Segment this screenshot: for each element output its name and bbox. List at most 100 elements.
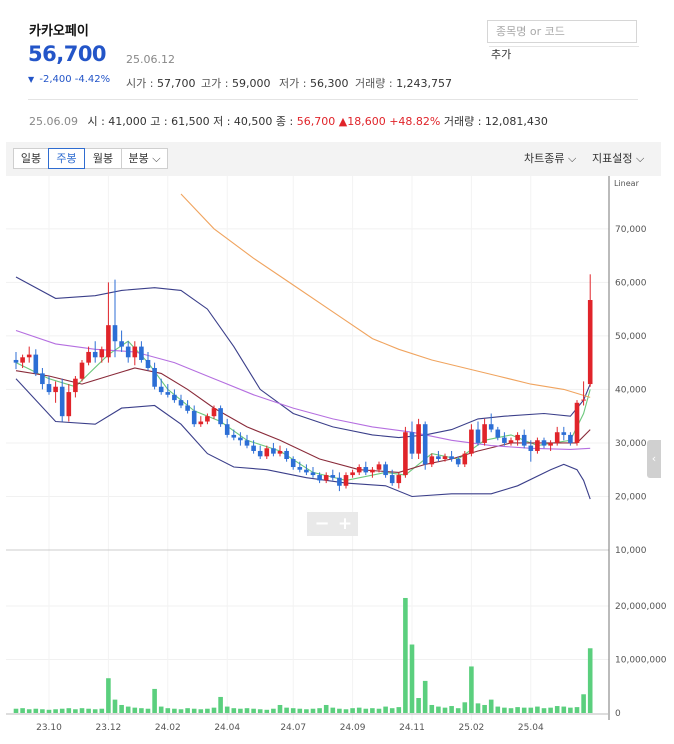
volume-bar bbox=[442, 707, 448, 713]
volume-bar bbox=[469, 666, 474, 713]
candle bbox=[165, 384, 171, 398]
candle bbox=[502, 432, 507, 446]
candle bbox=[26, 346, 32, 363]
chevron-left-icon: ‹ bbox=[651, 452, 657, 465]
high-value: 59,000 bbox=[231, 77, 271, 90]
candle bbox=[363, 461, 369, 476]
candle bbox=[251, 440, 256, 454]
volume-bar bbox=[106, 678, 111, 713]
side-panel-toggle[interactable]: ‹ bbox=[647, 440, 661, 478]
volume-bars bbox=[13, 597, 593, 713]
volume-bar bbox=[284, 707, 289, 713]
volume-bar bbox=[264, 709, 270, 713]
candle bbox=[125, 341, 131, 363]
x-tick-label: 24.04 bbox=[214, 723, 240, 733]
volume-label: 거래량 : bbox=[355, 77, 397, 90]
x-tick-label: 24.11 bbox=[399, 723, 425, 733]
volume-bar bbox=[277, 704, 283, 713]
candle bbox=[59, 378, 65, 422]
price-tick-label: 10,000 bbox=[615, 546, 647, 556]
candle bbox=[264, 445, 270, 459]
candle bbox=[581, 381, 586, 406]
volume-bar bbox=[422, 680, 428, 713]
candle bbox=[271, 442, 276, 457]
candle bbox=[20, 354, 25, 368]
volume-bar bbox=[574, 707, 580, 713]
stock-name: 카카오페이 bbox=[29, 24, 89, 39]
x-tick-label: 25.04 bbox=[518, 723, 544, 733]
volume-bar bbox=[403, 597, 408, 713]
price-tick-label: 30,000 bbox=[615, 439, 647, 449]
low-value: 56,300 bbox=[309, 77, 349, 90]
volume-bar bbox=[429, 704, 435, 713]
weekly-change: ▲18,600 +48.82% bbox=[338, 115, 441, 128]
price-tick-label: 20,000 bbox=[615, 492, 647, 502]
candle bbox=[158, 378, 164, 395]
candle bbox=[350, 469, 355, 478]
candle bbox=[290, 456, 296, 470]
add-button[interactable]: 추가 bbox=[489, 46, 639, 65]
volume-bar bbox=[568, 707, 573, 713]
tab-weekly[interactable]: 주봉 bbox=[48, 148, 85, 169]
volume-bar bbox=[343, 709, 349, 713]
volume-tick-label: 20,000,000 bbox=[615, 602, 667, 612]
volume-bar bbox=[119, 704, 124, 713]
candle bbox=[46, 376, 52, 395]
chevron-down-icon: ⌵ bbox=[152, 152, 161, 165]
volume-bar bbox=[165, 708, 171, 713]
volume-bar bbox=[449, 706, 454, 713]
stock-chart[interactable]: 70,000 60,000 50,000 40,000 30,000 20,000 10,0… bbox=[0, 176, 674, 742]
volume-bar bbox=[172, 708, 177, 713]
volume-bar bbox=[185, 708, 190, 713]
candle bbox=[416, 418, 421, 459]
open-price: 시가 : 57,700 bbox=[126, 75, 195, 91]
volume-bar bbox=[541, 708, 547, 713]
ma-xlong-line bbox=[180, 193, 591, 398]
price-tick-label: 60,000 bbox=[615, 278, 647, 288]
candle bbox=[73, 376, 78, 398]
candle bbox=[145, 351, 151, 371]
zoom-in-button[interactable]: + bbox=[337, 514, 353, 534]
zoom-out-button[interactable]: − bbox=[314, 513, 330, 534]
volume-bar bbox=[46, 709, 52, 713]
high-label: 고가 : bbox=[201, 77, 232, 90]
x-tick-label: 24.02 bbox=[155, 723, 181, 733]
volume-bar bbox=[337, 708, 342, 713]
volume-bar bbox=[158, 706, 164, 713]
tab-monthly[interactable]: 월봉 bbox=[84, 148, 122, 169]
volume-bar bbox=[132, 707, 138, 713]
candle bbox=[356, 464, 362, 476]
volume-bar bbox=[86, 708, 91, 713]
tab-minute[interactable]: 분봉 ⌵ bbox=[121, 148, 168, 169]
candle bbox=[455, 456, 461, 468]
candle bbox=[119, 330, 124, 352]
indicator-menu[interactable]: 지표설정 ⌵ bbox=[592, 150, 644, 166]
candle bbox=[429, 453, 435, 468]
candle bbox=[528, 440, 534, 462]
search-input[interactable] bbox=[487, 20, 637, 43]
volume-bar bbox=[376, 708, 382, 713]
volume-bar bbox=[383, 706, 388, 713]
volume-tick-label: 0 bbox=[615, 709, 621, 719]
volume-bar bbox=[218, 696, 223, 713]
candle bbox=[218, 405, 223, 427]
weekly-summary: 25.06.09 시 : 41,000 고 : 61,500 저 : 40,50… bbox=[29, 113, 548, 129]
indicator-label: 지표설정 bbox=[592, 152, 633, 165]
candle bbox=[244, 434, 250, 449]
chart-type-menu[interactable]: 차트종류 ⌵ bbox=[524, 150, 576, 166]
candle bbox=[508, 437, 514, 446]
candle bbox=[310, 467, 316, 478]
candle bbox=[383, 461, 388, 478]
tab-daily[interactable]: 일봉 bbox=[13, 148, 49, 169]
candle bbox=[323, 472, 329, 484]
candle bbox=[568, 432, 573, 446]
candle bbox=[139, 341, 144, 363]
candle bbox=[224, 418, 230, 438]
volume-bar bbox=[244, 708, 250, 713]
volume-bar bbox=[304, 709, 309, 713]
candle bbox=[79, 359, 85, 382]
price-tick-label: 40,000 bbox=[615, 385, 647, 395]
candle bbox=[337, 472, 342, 492]
volume-bar bbox=[224, 706, 230, 713]
volume-bar bbox=[495, 706, 501, 713]
